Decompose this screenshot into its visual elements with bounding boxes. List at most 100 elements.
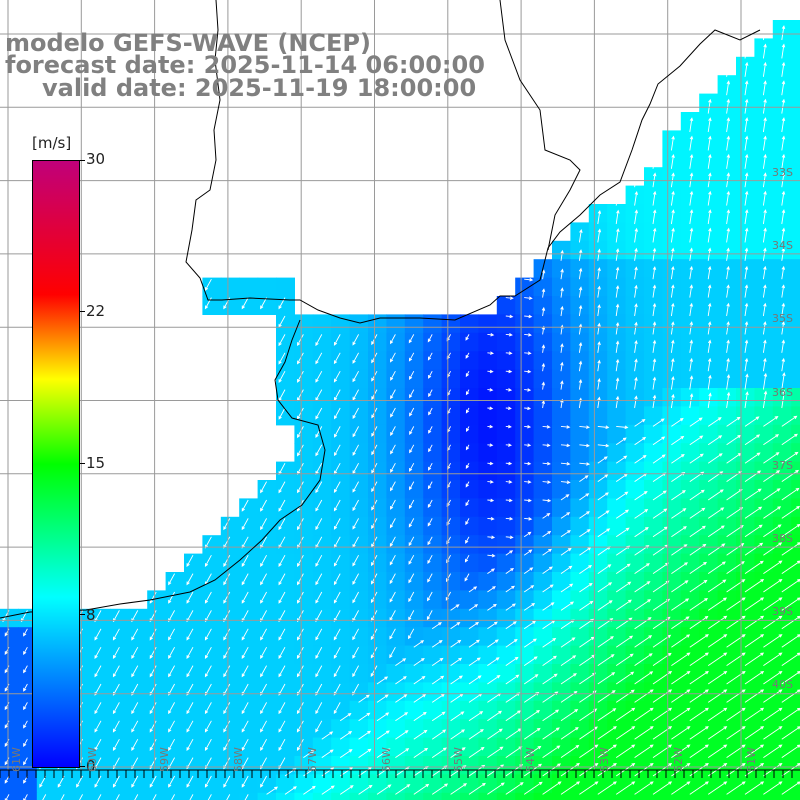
field-cell: [184, 664, 203, 683]
wind-arrow: [781, 25, 786, 41]
wind-arrow: [487, 568, 496, 574]
field-cell: [515, 461, 535, 481]
colorbar-mark: [79, 766, 85, 767]
field-cell: [331, 719, 351, 739]
field-cell: [570, 682, 590, 702]
wind-arrow: [542, 727, 560, 740]
wind-arrow: [427, 518, 433, 527]
wind-arrow: [541, 325, 546, 335]
wind-arrow: [131, 646, 139, 659]
field-cell: [478, 645, 498, 665]
field-cell: [368, 388, 387, 407]
field-cell: [460, 443, 479, 463]
wind-arrow: [781, 61, 786, 77]
wind-arrow: [334, 407, 341, 420]
field-cell: [570, 406, 590, 426]
field-cell: [717, 664, 737, 683]
field-cell: [276, 369, 295, 389]
wind-arrow: [689, 435, 704, 446]
wind-arrow: [468, 675, 482, 685]
field-cell: [202, 590, 222, 610]
wind-arrow: [487, 710, 502, 722]
field-cell: [552, 792, 571, 800]
field-cell: [754, 700, 774, 720]
field-cell: [699, 204, 719, 223]
field-cell: [128, 645, 148, 665]
wind-arrow: [333, 518, 341, 530]
wind-arrow: [505, 674, 520, 685]
field-cell: [312, 443, 332, 463]
wind-arrow: [315, 499, 323, 512]
wind-arrow: [315, 407, 323, 420]
field-cell: [404, 314, 424, 334]
field-cell: [791, 645, 800, 665]
field-cell: [515, 424, 535, 444]
field-cell: [736, 627, 755, 647]
field-cell: [662, 388, 682, 407]
wind-arrow: [781, 707, 800, 722]
field-cell: [349, 572, 369, 591]
field-cell: [441, 572, 461, 591]
field-cell: [404, 700, 424, 720]
field-cell: [331, 664, 351, 683]
wind-arrow: [762, 321, 767, 335]
wind-arrow: [466, 426, 470, 432]
wind-arrow: [707, 190, 712, 206]
field-cell: [496, 406, 516, 426]
field-cell: [92, 792, 111, 800]
wind-arrow: [671, 781, 691, 795]
field-cell: [588, 296, 608, 315]
wind-arrow: [409, 389, 415, 399]
wind-arrow: [744, 634, 765, 648]
wind-arrow: [260, 297, 267, 310]
field-cell: [662, 664, 682, 683]
field-cell: [294, 572, 314, 591]
field-cell: [312, 461, 332, 481]
field-cell: [404, 516, 424, 536]
field-cell: [276, 406, 295, 426]
wind-arrow: [634, 418, 646, 427]
field-cell: [423, 756, 443, 775]
wind-arrow: [296, 738, 304, 751]
field-cell: [791, 351, 800, 371]
field-cell: [552, 240, 571, 260]
wind-arrow: [389, 554, 396, 566]
wind-arrow: [186, 591, 194, 604]
wind-arrow: [149, 628, 157, 641]
wind-arrow: [707, 265, 712, 280]
field-cell: [644, 572, 663, 591]
wind-arrow: [726, 247, 730, 261]
field-cell: [294, 682, 314, 702]
wind-arrow: [389, 591, 396, 603]
wind-arrow: [726, 781, 746, 795]
field-cell: [312, 792, 332, 800]
wind-arrow: [762, 372, 768, 390]
field-cell: [699, 774, 719, 794]
wind-arrow: [707, 489, 724, 501]
wind-arrow: [542, 513, 551, 519]
field-cell: [717, 737, 737, 757]
wind-arrow: [781, 726, 800, 740]
wind-arrow: [634, 653, 653, 666]
field-cell: [772, 682, 792, 702]
field-cell: [220, 774, 240, 794]
wind-arrow: [315, 370, 323, 383]
field-cell: [754, 682, 774, 702]
field-cell: [423, 719, 443, 739]
field-cell: [386, 792, 406, 800]
wind-arrow: [413, 675, 426, 685]
wind-arrow: [597, 726, 617, 740]
wind-arrow: [671, 580, 689, 593]
wind-arrow: [352, 407, 359, 419]
field-cell: [680, 112, 700, 131]
wind-arrow: [390, 462, 396, 473]
wind-arrow: [94, 646, 102, 659]
field-cell: [460, 498, 479, 518]
field-cell: [460, 351, 479, 371]
wind-arrow: [278, 573, 286, 586]
wind-arrow: [505, 656, 519, 666]
field-cell: [312, 645, 332, 665]
field-cell: [92, 719, 111, 739]
field-cell: [570, 277, 590, 297]
field-cell: [717, 369, 737, 389]
